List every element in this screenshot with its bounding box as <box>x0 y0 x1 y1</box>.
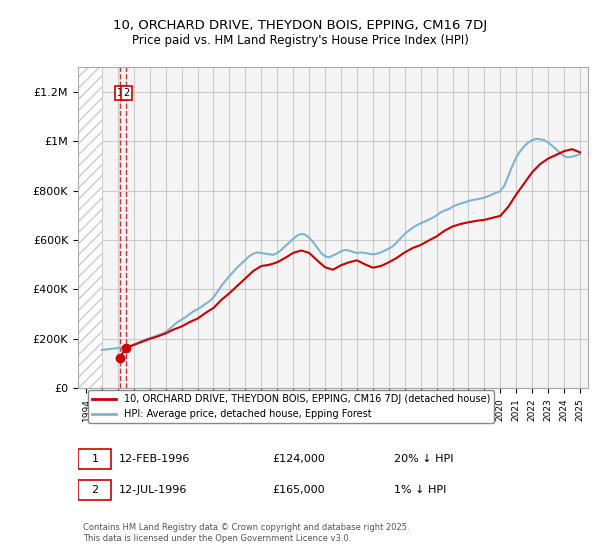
FancyBboxPatch shape <box>78 480 111 501</box>
Bar <box>125 67 127 388</box>
Text: £165,000: £165,000 <box>272 485 325 495</box>
Legend: 10, ORCHARD DRIVE, THEYDON BOIS, EPPING, CM16 7DJ (detached house), HPI: Average: 10, ORCHARD DRIVE, THEYDON BOIS, EPPING,… <box>88 390 494 423</box>
Text: 2: 2 <box>91 485 98 495</box>
Text: Price paid vs. HM Land Registry's House Price Index (HPI): Price paid vs. HM Land Registry's House … <box>131 34 469 47</box>
FancyBboxPatch shape <box>78 449 111 469</box>
Text: Contains HM Land Registry data © Crown copyright and database right 2025.
This d: Contains HM Land Registry data © Crown c… <box>83 523 410 543</box>
Text: 12-FEB-1996: 12-FEB-1996 <box>119 454 190 464</box>
Bar <box>78 67 102 388</box>
Text: 1: 1 <box>116 88 123 98</box>
Text: 20% ↓ HPI: 20% ↓ HPI <box>394 454 454 464</box>
Text: 1: 1 <box>91 454 98 464</box>
Text: 12-JUL-1996: 12-JUL-1996 <box>119 485 187 495</box>
Text: 2: 2 <box>124 88 130 98</box>
Bar <box>119 67 121 388</box>
Text: 1% ↓ HPI: 1% ↓ HPI <box>394 485 446 495</box>
Text: £124,000: £124,000 <box>272 454 325 464</box>
Text: 10, ORCHARD DRIVE, THEYDON BOIS, EPPING, CM16 7DJ: 10, ORCHARD DRIVE, THEYDON BOIS, EPPING,… <box>113 18 487 32</box>
